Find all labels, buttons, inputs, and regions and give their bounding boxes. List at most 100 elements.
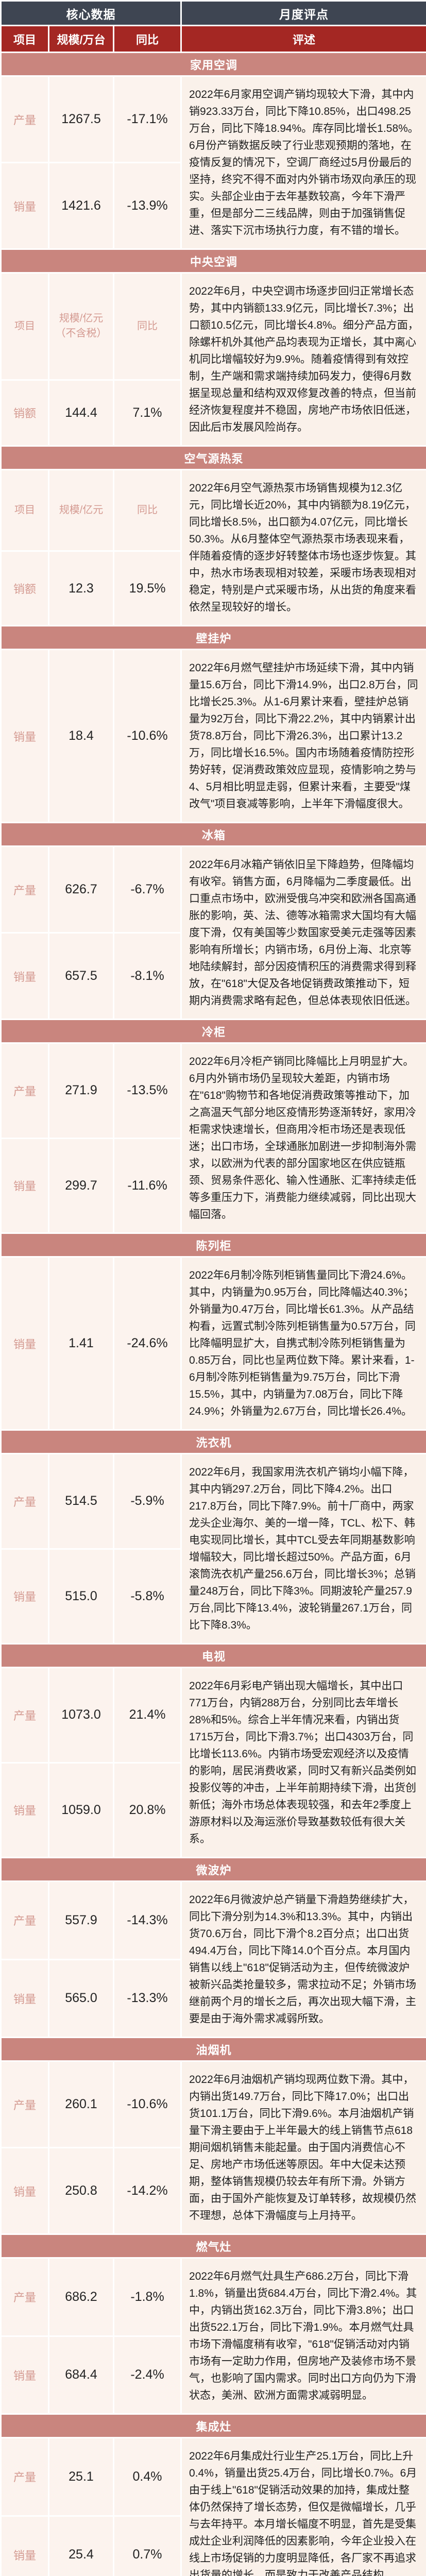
header-core-data: 核心数据 <box>0 0 182 26</box>
comment-cell: 2022年6月家用空调产销均现较大下滑，其中内销923.33万台，同比下降10.… <box>180 75 426 250</box>
yoy-value-cell: -10.6% <box>112 649 182 823</box>
section-title: 微波炉 <box>0 1857 426 1882</box>
section-band-row: 空气源热泵 <box>0 445 426 470</box>
table-row: 销量 1.41 -24.6% 2022年6月制冷陈列柜销售量同比下滑24.6%。其中，… <box>0 1256 426 1431</box>
section-title: 空气源热泵 <box>0 445 426 470</box>
scale-value-cell: 1073.0 <box>48 1667 114 1764</box>
col-header-yoy: 同比 <box>112 25 182 53</box>
yoy-value-cell: -5.8% <box>112 1548 182 1645</box>
section-band-row: 冷柜 <box>0 1019 426 1044</box>
item-label-cell: 产量 <box>0 1667 49 1764</box>
sub-header-yoy: 同比 <box>112 468 182 552</box>
section-title: 中央空调 <box>0 248 426 274</box>
sub-header-item: 项目 <box>0 468 49 552</box>
table-row: 销量 515.0 -5.8% <box>0 1548 426 1645</box>
item-label-cell: 销量 <box>0 1548 49 1645</box>
col-header-scale: 规模/万台 <box>48 25 114 53</box>
table-row: 销量 25.4 0.7% <box>0 2515 426 2576</box>
scale-value-cell: 686.2 <box>48 2257 114 2337</box>
section-title: 洗衣机 <box>0 1429 426 1454</box>
section-title: 燃气灶 <box>0 2233 426 2259</box>
yoy-value-cell: -24.6% <box>112 1256 182 1431</box>
table-row: 产量 686.2 -1.8% 2022年6月燃气灶具生产686.2万台，同比下滑1.8… <box>0 2257 426 2415</box>
section-band-row: 中央空调 <box>0 248 426 274</box>
table-row: 产量 271.9 -13.5% 2022年6月冷柜产销同比降幅比上月明显扩大。6月内外… <box>0 1042 426 1234</box>
comment-cell: 2022年6月微波炉总产销量下滑趋势继续扩大，同比下滑分别为14.3%和13.3… <box>180 1880 426 2038</box>
sub-header-row: 项目 规模/亿元 （不含税） 同比 2022年6月，中央空调市场逐步回归正常增长态势，… <box>0 272 426 447</box>
scale-value-cell: 1421.6 <box>48 162 114 250</box>
comment-cell: 2022年6月集成灶行业生产25.1万台，同比上升0.4%，销量出货25.4万台… <box>180 2437 426 2576</box>
scale-value-cell: 12.3 <box>48 550 114 626</box>
item-label-cell: 销量 <box>0 932 49 1020</box>
scale-value-cell: 515.0 <box>48 1548 114 1645</box>
comment-cell: 2022年6月燃气灶具生产686.2万台，同比下滑1.8%，销量出货684.4万… <box>180 2257 426 2415</box>
section-band-row: 微波炉 <box>0 1857 426 1882</box>
yoy-value-cell: 19.5% <box>112 550 182 626</box>
sub-header-scale: 规模/亿元 <box>48 468 114 552</box>
sub-header-row: 项目 规模/亿元 同比 2022年6月空气源热泵市场销售规模为12.3亿元，同比增长近… <box>0 468 426 626</box>
scale-value-cell: 299.7 <box>48 1137 114 1234</box>
table-row: 产量 1267.5 -17.1% 2022年6月家用空调产销均现较大下滑，其中内销92… <box>0 75 426 250</box>
scale-value-cell: 557.9 <box>48 1880 114 1960</box>
yoy-value-cell: -13.9% <box>112 162 182 250</box>
table-row: 销量 299.7 -11.6% <box>0 1137 426 1234</box>
table-row: 销量 657.5 -8.1% <box>0 932 426 1020</box>
scale-value-cell: 1267.5 <box>48 75 114 163</box>
yoy-value-cell: 20.8% <box>112 1761 182 1858</box>
sub-header-scale: 规模/亿元 （不含税） <box>48 272 114 381</box>
yoy-value-cell: 21.4% <box>112 1667 182 1764</box>
section-band-row: 电视 <box>0 1643 426 1668</box>
yoy-value-cell: -8.1% <box>112 932 182 1020</box>
table-row: 销量 1421.6 -13.9% <box>0 162 426 250</box>
comment-cell: 2022年6月，我国家用洗衣机产销均小幅下降，其中内销297.2万台，同比下降4… <box>180 1453 426 1645</box>
table-row: 销量 250.8 -14.2% <box>0 2147 426 2235</box>
scale-value-cell: 18.4 <box>48 649 114 823</box>
scale-value-cell: 657.5 <box>48 932 114 1020</box>
yoy-value-cell: 7.1% <box>112 379 182 447</box>
section-title: 集成灶 <box>0 2413 426 2438</box>
item-label-cell: 产量 <box>0 75 49 163</box>
comment-cell: 2022年6月空气源热泵市场销售规模为12.3亿元，同比增长近20%，其中内销额… <box>180 469 426 626</box>
item-label-cell: 产量 <box>0 1880 49 1960</box>
table-column-header: 项目 规模/万台 同比 评述 <box>0 25 426 53</box>
yoy-value-cell: -11.6% <box>112 1137 182 1234</box>
comment-cell: 2022年6月油烟机产销均现两位数下滑。其中，内销出货149.7万台，同比下降1… <box>180 2060 426 2235</box>
scale-value-cell: 514.5 <box>48 1453 114 1550</box>
item-label-cell: 销量 <box>0 2335 49 2415</box>
table-row: 销量 18.4 -10.6% 2022年6月燃气壁挂炉市场延续下滑，其中内销量15.6… <box>0 649 426 823</box>
scale-value-cell: 565.0 <box>48 1958 114 2038</box>
yoy-value-cell: -13.3% <box>112 1958 182 2038</box>
scale-value-cell: 144.4 <box>48 379 114 447</box>
section-title: 冷柜 <box>0 1019 426 1044</box>
section-band-row: 集成灶 <box>0 2413 426 2438</box>
scale-value-cell: 1.41 <box>48 1256 114 1431</box>
section-title: 油烟机 <box>0 2037 426 2062</box>
item-label-cell: 产量 <box>0 2437 49 2517</box>
table-row: 产量 626.7 -6.7% 2022年6月冰箱产销依旧呈下降趋势，但降幅均有收窄。销… <box>0 845 426 1020</box>
scale-value-cell: 25.1 <box>48 2437 114 2517</box>
item-label-cell: 销量 <box>0 162 49 250</box>
item-label-cell: 销额 <box>0 379 49 447</box>
item-label-cell: 销量 <box>0 649 49 823</box>
item-label-cell: 产量 <box>0 1042 49 1139</box>
section-title: 冰箱 <box>0 822 426 847</box>
yoy-value-cell: -2.4% <box>112 2335 182 2415</box>
header-monthly-review: 月度评点 <box>180 0 426 26</box>
item-label-cell: 产量 <box>0 2257 49 2337</box>
col-header-comment: 评述 <box>180 25 426 53</box>
table-row: 销量 1059.0 20.8% <box>0 1761 426 1858</box>
yoy-value-cell: -1.8% <box>112 2257 182 2337</box>
sub-header-yoy: 同比 <box>112 272 182 381</box>
table-row: 产量 557.9 -14.3% 2022年6月微波炉总产销量下滑趋势继续扩大，同比下滑… <box>0 1880 426 2038</box>
comment-cell: 2022年6月，中央空调市场逐步回归正常增长态势，其中内销额133.9亿元，同比… <box>180 272 426 447</box>
comment-cell: 2022年6月制冷陈列柜销售量同比下滑24.6%。其中，内销量为0.95万台，同… <box>180 1256 426 1431</box>
item-label-cell: 销量 <box>0 1761 49 1858</box>
table-row: 销量 565.0 -13.3% <box>0 1958 426 2038</box>
section-band-row: 家用空调 <box>0 52 426 77</box>
yoy-value-cell: -14.2% <box>112 2147 182 2235</box>
table-row: 产量 1073.0 21.4% 2022年6月彩电产销出现大幅增长，其中出口771万台… <box>0 1667 426 1858</box>
table-row: 销额 12.3 19.5% <box>0 550 426 626</box>
yoy-value-cell: -6.7% <box>112 845 182 934</box>
section-title: 壁挂炉 <box>0 625 426 650</box>
